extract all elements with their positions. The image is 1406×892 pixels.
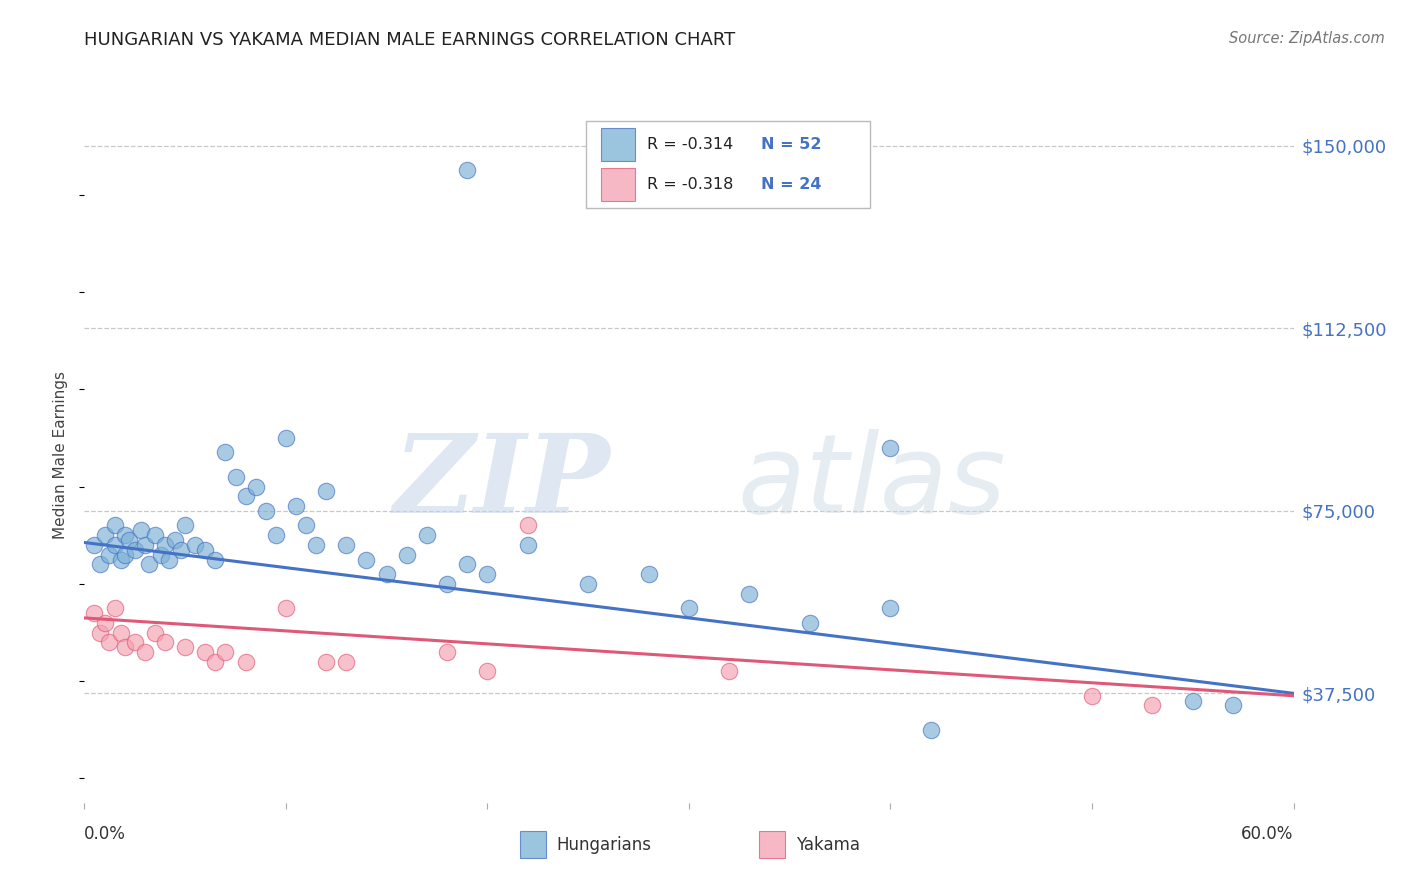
Point bbox=[104, 601, 127, 615]
Point bbox=[97, 548, 120, 562]
FancyBboxPatch shape bbox=[586, 121, 870, 208]
Point bbox=[436, 645, 458, 659]
Point bbox=[637, 567, 659, 582]
Point bbox=[315, 655, 337, 669]
Point bbox=[165, 533, 187, 547]
Point bbox=[477, 567, 499, 582]
Point bbox=[114, 528, 136, 542]
Point bbox=[274, 601, 297, 615]
Point bbox=[204, 655, 226, 669]
Point bbox=[335, 538, 357, 552]
Point bbox=[104, 518, 127, 533]
Text: N = 24: N = 24 bbox=[762, 177, 823, 192]
Point bbox=[264, 528, 287, 542]
Point bbox=[516, 518, 538, 533]
Point bbox=[143, 625, 166, 640]
Point bbox=[335, 655, 357, 669]
Point bbox=[235, 655, 257, 669]
Point bbox=[274, 431, 297, 445]
Point bbox=[375, 567, 398, 582]
Point bbox=[134, 538, 156, 552]
Point bbox=[114, 640, 136, 654]
Point bbox=[194, 542, 217, 557]
Point bbox=[174, 518, 197, 533]
Text: N = 52: N = 52 bbox=[762, 136, 823, 152]
Point bbox=[214, 645, 236, 659]
Point bbox=[204, 552, 226, 566]
Point bbox=[110, 625, 132, 640]
Point bbox=[149, 548, 172, 562]
Point bbox=[83, 538, 105, 552]
Point bbox=[114, 548, 136, 562]
Point bbox=[83, 606, 105, 620]
Point bbox=[138, 558, 160, 572]
Point bbox=[153, 635, 176, 649]
Point bbox=[93, 528, 115, 542]
Point bbox=[879, 601, 901, 615]
Point bbox=[174, 640, 197, 654]
Point bbox=[285, 499, 308, 513]
Text: Yakama: Yakama bbox=[796, 836, 860, 854]
Text: Source: ZipAtlas.com: Source: ZipAtlas.com bbox=[1229, 31, 1385, 46]
Point bbox=[576, 577, 599, 591]
Y-axis label: Median Male Earnings: Median Male Earnings bbox=[53, 371, 69, 539]
Point bbox=[1181, 693, 1204, 707]
Point bbox=[129, 524, 152, 538]
Text: R = -0.314: R = -0.314 bbox=[647, 136, 733, 152]
Point bbox=[134, 645, 156, 659]
Point bbox=[1222, 698, 1244, 713]
Point bbox=[920, 723, 942, 737]
Point bbox=[718, 665, 741, 679]
Point bbox=[456, 558, 478, 572]
FancyBboxPatch shape bbox=[600, 168, 634, 201]
Point bbox=[97, 635, 120, 649]
Point bbox=[214, 445, 236, 459]
Point bbox=[254, 504, 277, 518]
Point bbox=[124, 542, 146, 557]
Text: Hungarians: Hungarians bbox=[557, 836, 652, 854]
Point bbox=[225, 470, 247, 484]
Point bbox=[245, 479, 267, 493]
Point bbox=[416, 528, 439, 542]
Point bbox=[305, 538, 328, 552]
Point bbox=[110, 552, 132, 566]
Point bbox=[738, 586, 761, 600]
Point bbox=[395, 548, 418, 562]
Point bbox=[235, 489, 257, 503]
Point bbox=[295, 518, 318, 533]
Point bbox=[157, 552, 180, 566]
Text: HUNGARIAN VS YAKAMA MEDIAN MALE EARNINGS CORRELATION CHART: HUNGARIAN VS YAKAMA MEDIAN MALE EARNINGS… bbox=[84, 31, 735, 49]
Point bbox=[104, 538, 127, 552]
Point bbox=[356, 552, 378, 566]
Point bbox=[153, 538, 176, 552]
FancyBboxPatch shape bbox=[600, 128, 634, 161]
Point bbox=[315, 484, 337, 499]
Point bbox=[89, 558, 111, 572]
Text: R = -0.318: R = -0.318 bbox=[647, 177, 733, 192]
Point bbox=[1081, 689, 1104, 703]
Point bbox=[456, 163, 478, 178]
Point bbox=[678, 601, 700, 615]
Text: ZIP: ZIP bbox=[394, 429, 610, 536]
Point bbox=[170, 542, 193, 557]
Text: 60.0%: 60.0% bbox=[1241, 825, 1294, 843]
Point bbox=[1142, 698, 1164, 713]
Point bbox=[879, 441, 901, 455]
Point bbox=[477, 665, 499, 679]
Point bbox=[184, 538, 207, 552]
Point bbox=[799, 615, 821, 630]
Point bbox=[118, 533, 141, 547]
Point bbox=[143, 528, 166, 542]
Point bbox=[194, 645, 217, 659]
Point bbox=[93, 615, 115, 630]
Point bbox=[516, 538, 538, 552]
Point bbox=[436, 577, 458, 591]
Text: 0.0%: 0.0% bbox=[84, 825, 127, 843]
Point bbox=[89, 625, 111, 640]
Point bbox=[124, 635, 146, 649]
Text: atlas: atlas bbox=[737, 429, 1005, 536]
